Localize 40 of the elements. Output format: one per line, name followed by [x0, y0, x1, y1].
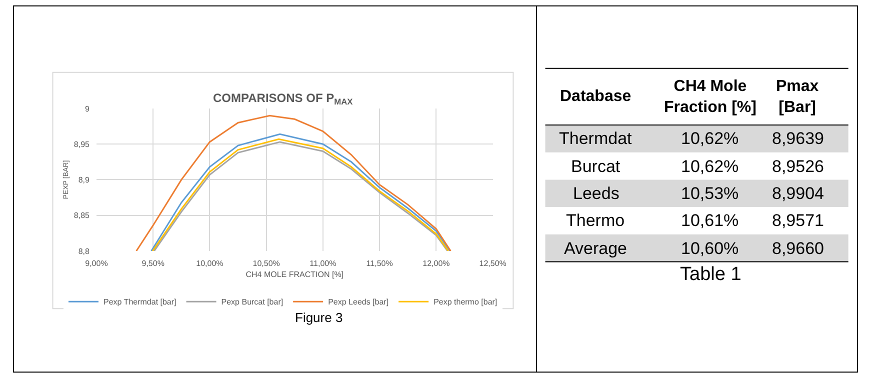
text: 10,62% [681, 157, 739, 176]
text: 8,9660 [772, 239, 824, 258]
x-axis-title: CH4 MOLE FRACTION [%] [246, 270, 344, 280]
y-tick-label: 8,9 [78, 176, 90, 185]
chart-title: COMPARISONS OF P$_{MAX}$ [213, 91, 354, 107]
y-tick-label: 8,85 [74, 211, 90, 220]
y-tick-label: 8,95 [74, 140, 90, 149]
x-tick-label: 12,00% [422, 258, 450, 268]
x-tick-label: 11,50% [366, 258, 393, 268]
x-tick-label: 10,50% [252, 258, 280, 268]
text: 10,61% [681, 211, 739, 230]
y-tick-label: 8,8 [78, 246, 90, 256]
text: Table 1 [680, 264, 742, 285]
text: Average [564, 239, 628, 258]
legend-label: Pexp Leeds [bar] [328, 298, 389, 307]
text: Thermdat [559, 129, 632, 148]
line-series [136, 114, 452, 251]
legend-label: Pexp Thermdat [bar] [103, 298, 176, 307]
text: 10,62% [681, 129, 739, 148]
x-tick-label: 10,00% [196, 258, 224, 268]
x-tick-label: 12,50% [479, 258, 506, 268]
x-tick-label: 9,00% [85, 258, 108, 268]
text: 10,53% [681, 184, 739, 203]
legend-label: Pexp Burcat [bar] [221, 298, 284, 307]
text: Thermo [566, 211, 625, 230]
caption: Figure 3 [295, 310, 343, 325]
y-tick-label: 9 [85, 104, 90, 114]
text: Leeds [573, 184, 620, 203]
text: 8,9639 [772, 129, 824, 148]
text: Database [560, 88, 632, 105]
x-tick-label: 11,00% [310, 258, 336, 268]
legend-label: Pexp thermo [bar] [434, 298, 498, 307]
text: 8,9526 [772, 157, 824, 176]
text: CH4 Mole Fraction [%] [664, 78, 756, 116]
text: 8,9571 [772, 211, 824, 230]
x-tick-label: 9,50% [142, 258, 164, 268]
text: Pmax [Bar] [776, 78, 819, 116]
text: Burcat [571, 157, 620, 176]
text: 10,60% [681, 239, 739, 258]
text: 8,9904 [772, 184, 824, 203]
